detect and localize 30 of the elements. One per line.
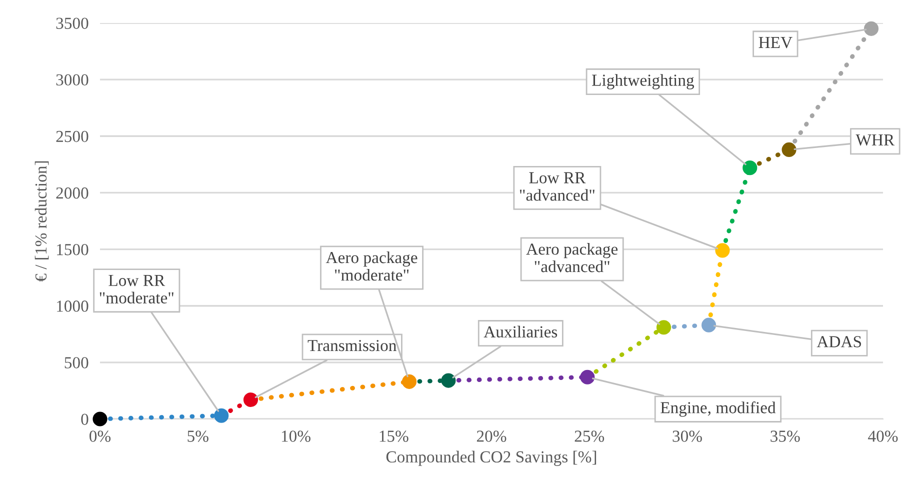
- x-tick-label: 10%: [282, 430, 310, 442]
- x-tick-label: 5%: [188, 430, 208, 442]
- y-tick-label: 500: [64, 357, 88, 368]
- y-tick-label: 2000: [56, 187, 88, 199]
- annotation: Transmission: [308, 340, 396, 352]
- x-tick-label: 0%: [90, 430, 111, 442]
- y-tick-label: 3000: [56, 74, 88, 86]
- annotation: Lightweighting: [592, 74, 694, 90]
- x-tick-label: 35%: [770, 430, 800, 442]
- x-tick-label: 20%: [476, 430, 506, 442]
- y-tick-label: 3500: [56, 18, 88, 29]
- annotation: HEV: [758, 37, 792, 48]
- y-tick-label: 1500: [57, 244, 88, 256]
- annotation: Auxiliaries: [484, 326, 558, 338]
- x-tick-label: 30%: [672, 430, 702, 442]
- annotation: ADAS: [816, 336, 861, 348]
- x-tick-label: 40%: [868, 430, 898, 442]
- y-tick-label: 0: [81, 414, 88, 425]
- y-tick-label: 1000: [57, 300, 88, 312]
- annotation: WHR: [856, 134, 895, 146]
- annotation: Low RR "moderate": [100, 274, 174, 304]
- annotation: Aero package "moderate": [326, 251, 418, 281]
- x-tick-label: 25%: [574, 430, 604, 442]
- x-axis-title: Compounded CO2 Savings [%]: [386, 450, 596, 466]
- x-tick-label: 15%: [380, 430, 408, 442]
- annotation: Aero package "advanced": [526, 243, 618, 272]
- y-axis-title: € / [1% reduction]: [34, 161, 49, 282]
- y-tick-label: 2500: [56, 130, 88, 142]
- annotation: Low RR "advanced": [520, 172, 594, 201]
- annotation: Engine, modified: [660, 401, 776, 417]
